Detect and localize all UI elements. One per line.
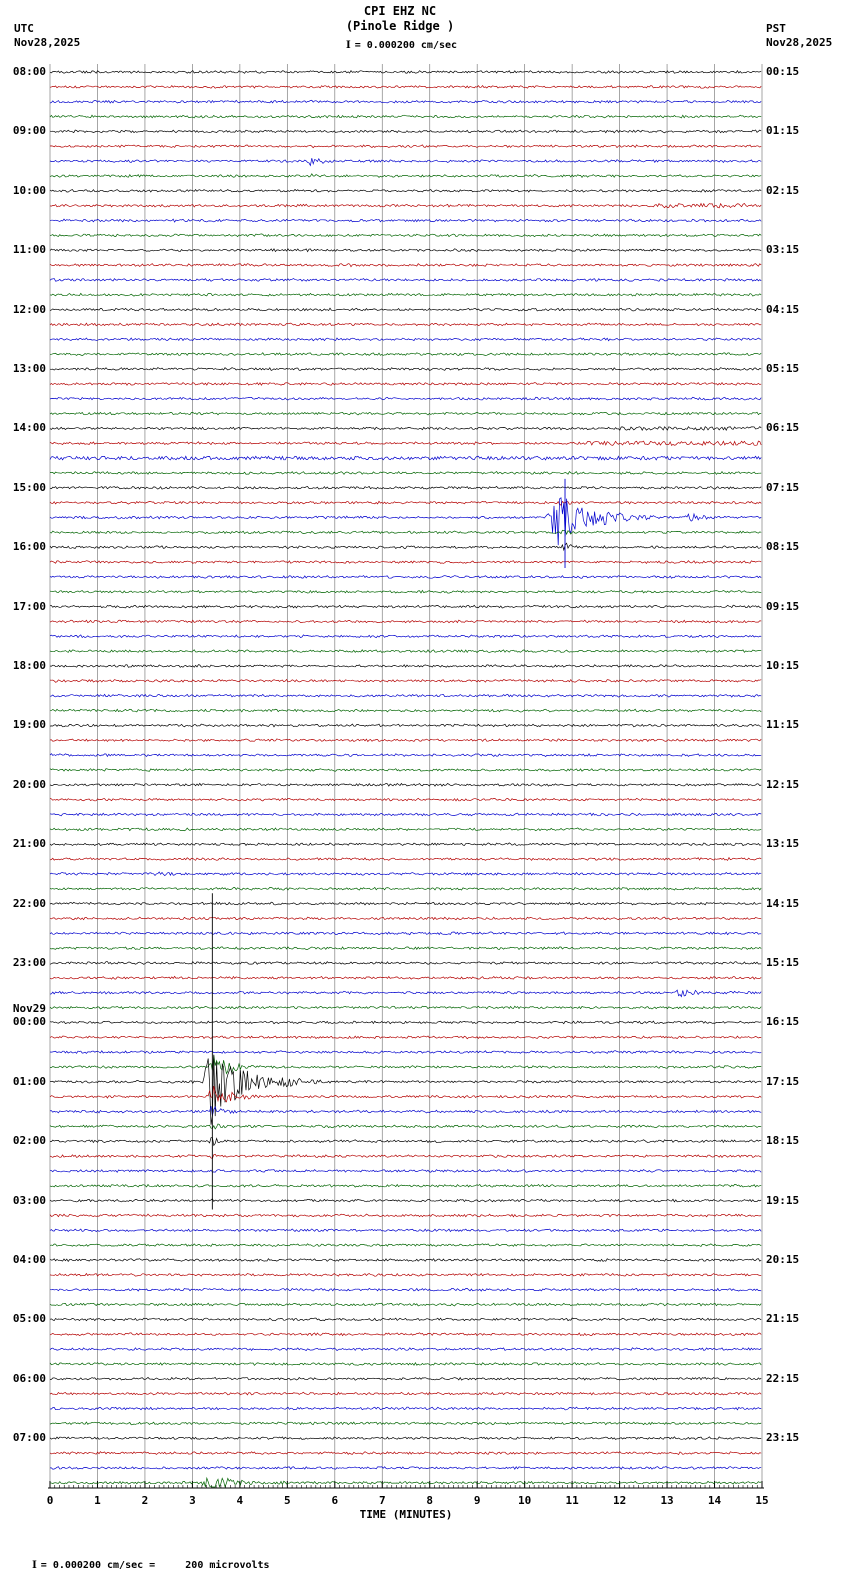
- utc-time-label: Nov29: [12, 1002, 46, 1016]
- axis-tick-label: 15: [755, 1494, 769, 1507]
- pst-time-label: 14:15: [766, 896, 800, 910]
- axis-tick-label: 12: [612, 1494, 627, 1507]
- pst-time-label: 06:15: [766, 421, 800, 435]
- pst-time-label: 20:15: [766, 1252, 800, 1266]
- axis-tick-label: 14: [707, 1494, 722, 1507]
- pst-time-label: 04:15: [766, 302, 800, 316]
- pst-time-label: 01:15: [766, 124, 800, 138]
- axis-tick-label: 1: [94, 1494, 101, 1507]
- pst-time-label: 03:15: [766, 243, 800, 257]
- utc-time-label: 23:00: [12, 955, 46, 969]
- right-timezone-label: PST: [766, 22, 786, 35]
- footer-scale-text: = 0.000200 cm/sec = 200 microvolts: [40, 1560, 270, 1571]
- utc-time-label: 00:00: [12, 1015, 46, 1029]
- utc-time-label: 17:00: [12, 599, 46, 613]
- utc-time-label: 05:00: [12, 1312, 46, 1326]
- pst-time-label: 17:15: [766, 1074, 800, 1088]
- pst-time-label: 16:15: [766, 1015, 800, 1029]
- pst-time-label: 11:15: [766, 718, 800, 732]
- utc-time-label: 15:00: [12, 480, 46, 494]
- left-date-label: Nov28,2025: [14, 36, 81, 49]
- pst-time-label: 09:15: [766, 599, 800, 613]
- utc-time-label: 03:00: [12, 1193, 46, 1207]
- scale-note-text: = 0.000200 cm/sec: [354, 40, 458, 51]
- pst-header: PST Nov28,2025: [766, 22, 832, 50]
- scale-bar-icon: I: [32, 1560, 37, 1571]
- pst-time-label: 10:15: [766, 658, 800, 672]
- utc-time-label: 11:00: [12, 243, 46, 257]
- pst-time-label: 02:15: [766, 183, 800, 197]
- utc-time-label: 06:00: [12, 1371, 46, 1385]
- utc-time-label: 14:00: [12, 421, 46, 435]
- axis-title: TIME (MINUTES): [359, 1508, 453, 1521]
- axis-tick-label: 0: [46, 1494, 54, 1507]
- utc-time-label: 07:00: [12, 1431, 46, 1445]
- pst-time-label: 07:15: [766, 480, 800, 494]
- axis-tick-label: 2: [141, 1494, 149, 1507]
- utc-time-label: 22:00: [12, 896, 46, 910]
- pst-time-label: 21:15: [766, 1312, 800, 1326]
- axis-tick-label: 9: [473, 1494, 481, 1507]
- pst-time-label: 22:15: [766, 1371, 800, 1385]
- utc-time-label: 01:00: [12, 1074, 46, 1088]
- pst-time-label: 13:15: [766, 837, 800, 851]
- left-timezone-label: UTC: [14, 22, 34, 35]
- axis-tick-label: 10: [518, 1494, 532, 1507]
- utc-time-label: 08:00: [12, 64, 46, 78]
- scale-bar-icon: I: [346, 40, 351, 51]
- axis-tick-label: 6: [331, 1494, 339, 1507]
- utc-time-label: 13:00: [12, 361, 46, 375]
- pst-time-label: 18:15: [766, 1134, 800, 1148]
- utc-time-label: 16:00: [12, 540, 46, 554]
- axis-tick-label: 11: [565, 1494, 579, 1507]
- pst-time-label: 23:15: [766, 1431, 800, 1445]
- utc-time-label: 20:00: [12, 777, 46, 791]
- pst-time-label: 15:15: [766, 955, 800, 969]
- right-date-label: Nov28,2025: [766, 36, 833, 49]
- axis-tick-label: 5: [284, 1494, 291, 1507]
- station-title: CPI EHZ NC: [363, 4, 437, 18]
- utc-time-label: 04:00: [12, 1252, 46, 1266]
- utc-time-label: 09:00: [12, 124, 46, 138]
- axis-tick-label: 3: [189, 1494, 196, 1507]
- utc-time-label: 02:00: [12, 1134, 46, 1148]
- utc-time-label: 18:00: [12, 658, 46, 672]
- utc-time-label: 10:00: [12, 183, 46, 197]
- utc-time-label: 21:00: [12, 837, 46, 851]
- axis-tick-label: 4: [236, 1494, 244, 1507]
- pst-time-label: 08:15: [766, 540, 800, 554]
- axis-tick-label: 8: [426, 1494, 434, 1507]
- utc-time-label: 12:00: [12, 302, 46, 316]
- footer-scale: I = 0.000200 cm/sec = 200 microvolts: [8, 1549, 270, 1582]
- pst-time-label: 19:15: [766, 1193, 800, 1207]
- pst-time-label: 05:15: [766, 361, 800, 375]
- pst-time-label: 00:15: [766, 64, 800, 78]
- axis-tick-label: 7: [378, 1494, 386, 1507]
- utc-header: UTC Nov28,2025: [14, 22, 80, 50]
- station-location: (Pinole Ridge ): [345, 19, 455, 33]
- axis-tick-label: 13: [660, 1494, 674, 1507]
- pst-time-label: 12:15: [766, 777, 800, 791]
- utc-time-label: 19:00: [12, 718, 46, 732]
- scale-note: I = 0.000200 cm/sec: [346, 40, 457, 51]
